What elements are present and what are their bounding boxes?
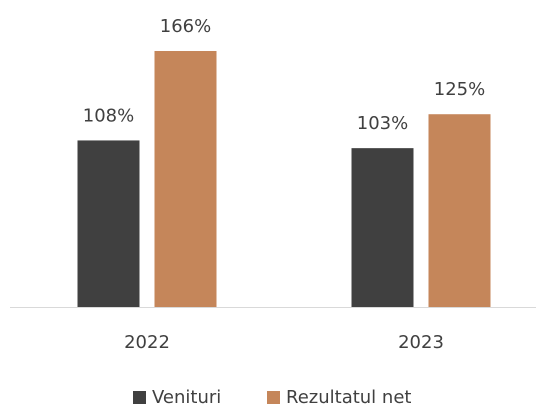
legend-label: Rezultatul net xyxy=(286,387,411,407)
data-label: 166% xyxy=(160,16,211,37)
data-label: 103% xyxy=(357,113,408,134)
x-tick-label: 2022 xyxy=(124,332,170,353)
bar xyxy=(351,148,414,307)
legend-swatch xyxy=(267,391,280,404)
bar xyxy=(428,114,491,307)
data-label: 125% xyxy=(434,79,485,100)
x-tick-label: 2023 xyxy=(398,332,444,353)
bar xyxy=(77,140,140,307)
legend-swatch xyxy=(133,391,146,404)
bar xyxy=(154,50,217,307)
legend-label: Venituri xyxy=(152,387,221,407)
data-label: 108% xyxy=(83,105,134,126)
